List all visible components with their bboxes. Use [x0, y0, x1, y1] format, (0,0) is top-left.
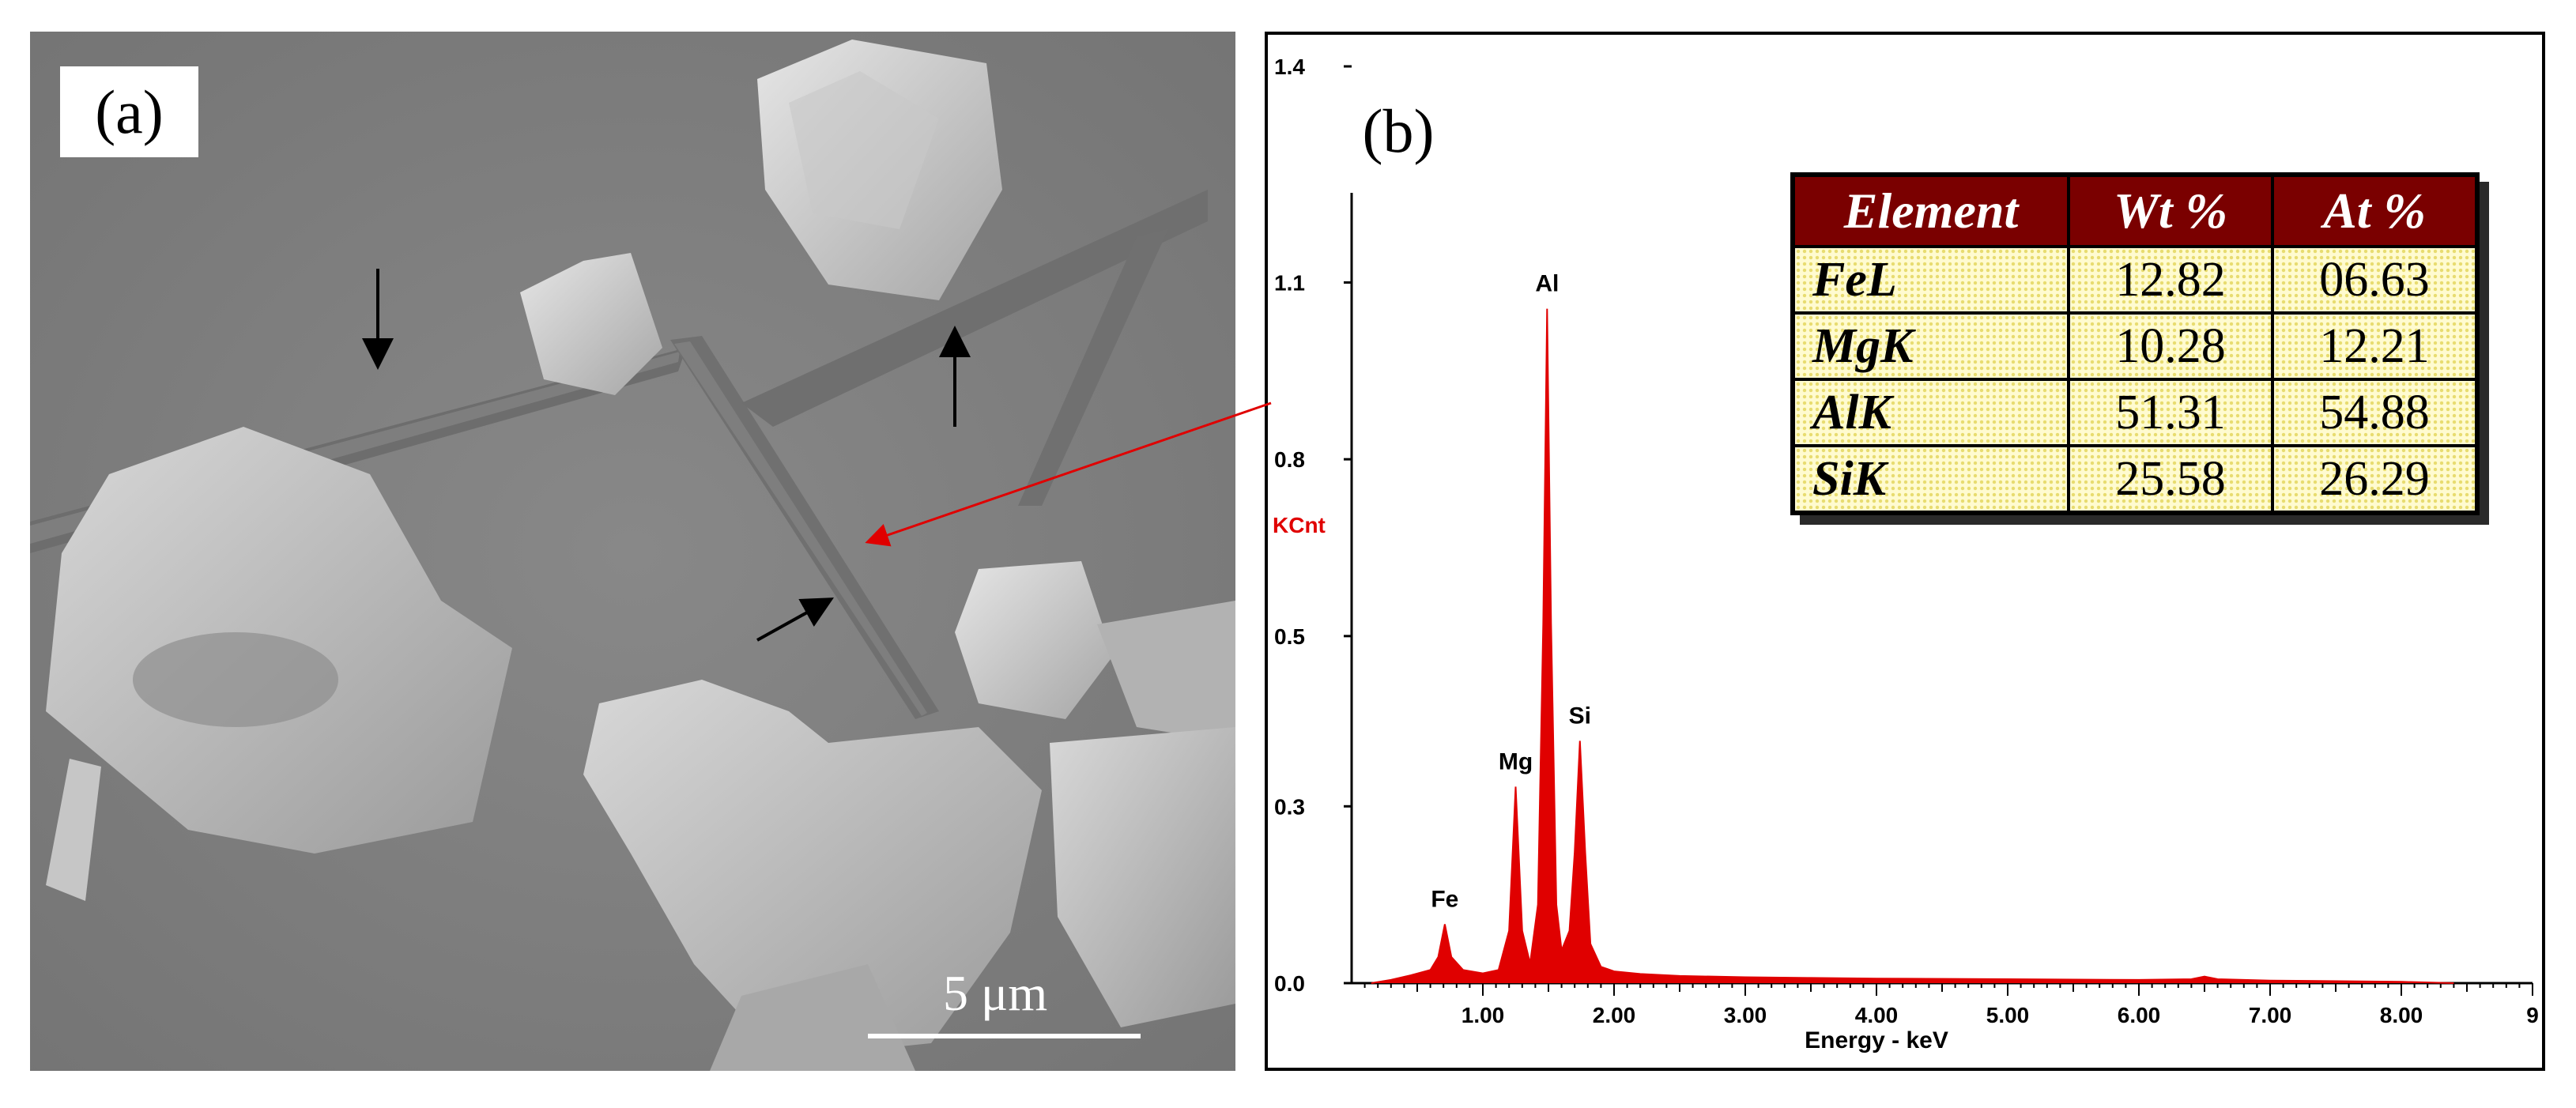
at-cell: 12.21: [2271, 311, 2479, 381]
peak-label: Al: [1535, 271, 1559, 297]
column-header-element: Element: [1791, 173, 2070, 248]
sem-image-panel: 5 μm (a): [30, 32, 1235, 1071]
element-cell: MgK: [1791, 311, 2070, 381]
at-cell: 54.88: [2271, 378, 2479, 447]
panel-a-label: (a): [60, 66, 198, 157]
table-row: AlK 51.31 54.88: [1791, 378, 2479, 447]
x-tick-label: 5.00: [1986, 1003, 2030, 1027]
crystal-particle: [46, 759, 101, 901]
crystal-particle: [520, 253, 662, 395]
spectrum-line: [1371, 308, 2454, 984]
peak-label: Mg: [1499, 748, 1533, 774]
y-tick-label: 1.4: [1274, 55, 1305, 79]
y-tick-label: 0.8: [1274, 447, 1305, 472]
wt-cell: 51.31: [2067, 378, 2274, 447]
crystal-particle: [1097, 601, 1235, 743]
wt-cell: 10.28: [2067, 311, 2274, 381]
y-tick-label: 1.1: [1274, 270, 1305, 295]
x-tick-label: 8.00: [2380, 1003, 2423, 1027]
y-axis: 0.0 0.3 0.5 0.8 1.1 1.4: [1274, 55, 1353, 996]
eds-spectrum-panel: 0.0 0.3 0.5 0.8 1.1 1.4 1.00 2.00 3.00 4.00 5.00 6…: [1265, 32, 2545, 1071]
table-row: SiK 25.58 26.29: [1791, 444, 2479, 514]
peak-label: Si: [1569, 703, 1591, 729]
black-arrow: [756, 597, 834, 642]
sem-micrograph: 5 μm: [30, 32, 1235, 1071]
element-cell: AlK: [1791, 378, 2070, 447]
crystal-particle: [1050, 727, 1235, 1027]
x-tick-label: 1.00: [1461, 1003, 1505, 1027]
wt-cell: 12.82: [2067, 245, 2274, 315]
wt-cell: 25.58: [2067, 444, 2274, 514]
x-tick-label: 6.00: [2118, 1003, 2161, 1027]
panel-b-label: (b): [1347, 92, 1450, 171]
table-row: MgK 10.28 12.21: [1791, 311, 2479, 381]
crystal-particle: [583, 680, 1042, 1059]
composition-table: Element Wt % At % FeL 12.82 06.63 MgK 10…: [1790, 172, 2480, 515]
peak-label: Fe: [1431, 886, 1458, 912]
column-header-wt: Wt %: [2067, 173, 2274, 248]
y-tick-label: 0.0: [1274, 971, 1305, 996]
x-axis-label: Energy - keV: [1805, 1027, 1948, 1053]
x-tick-label: 3.00: [1724, 1003, 1767, 1027]
y-axis-label: KCnt: [1273, 513, 1326, 537]
crystal-particle: [955, 561, 1113, 719]
x-tick-label: 2.00: [1593, 1003, 1636, 1027]
eds-chart: 0.0 0.3 0.5 0.8 1.1 1.4 1.00 2.00 3.00 4.00 5.00 6…: [1273, 55, 2539, 1053]
x-tick-label: 9: [2526, 1003, 2539, 1027]
x-tick-label: 4.00: [1855, 1003, 1899, 1027]
at-cell: 26.29: [2271, 444, 2479, 514]
element-cell: SiK: [1791, 444, 2070, 514]
x-axis: 1.00 2.00 3.00 4.00 5.00 6.00 7.00 8.00 9: [1352, 982, 2539, 1027]
element-cell: FeL: [1791, 245, 2070, 315]
table-row: FeL 12.82 06.63: [1791, 245, 2479, 315]
scale-bar-label: 5 μm: [943, 965, 1047, 1021]
column-header-at: At %: [2271, 173, 2479, 248]
y-tick-label: 0.3: [1274, 794, 1305, 819]
peak-labels: Fe Mg Al Si: [1431, 271, 1591, 913]
y-tick-label: 0.5: [1274, 624, 1305, 649]
spectrum-series: [1371, 308, 2454, 984]
table-header-row: Element Wt % At %: [1791, 173, 2479, 248]
at-cell: 06.63: [2271, 245, 2479, 315]
x-tick-label: 7.00: [2249, 1003, 2292, 1027]
fiber-rod: [741, 190, 1208, 427]
